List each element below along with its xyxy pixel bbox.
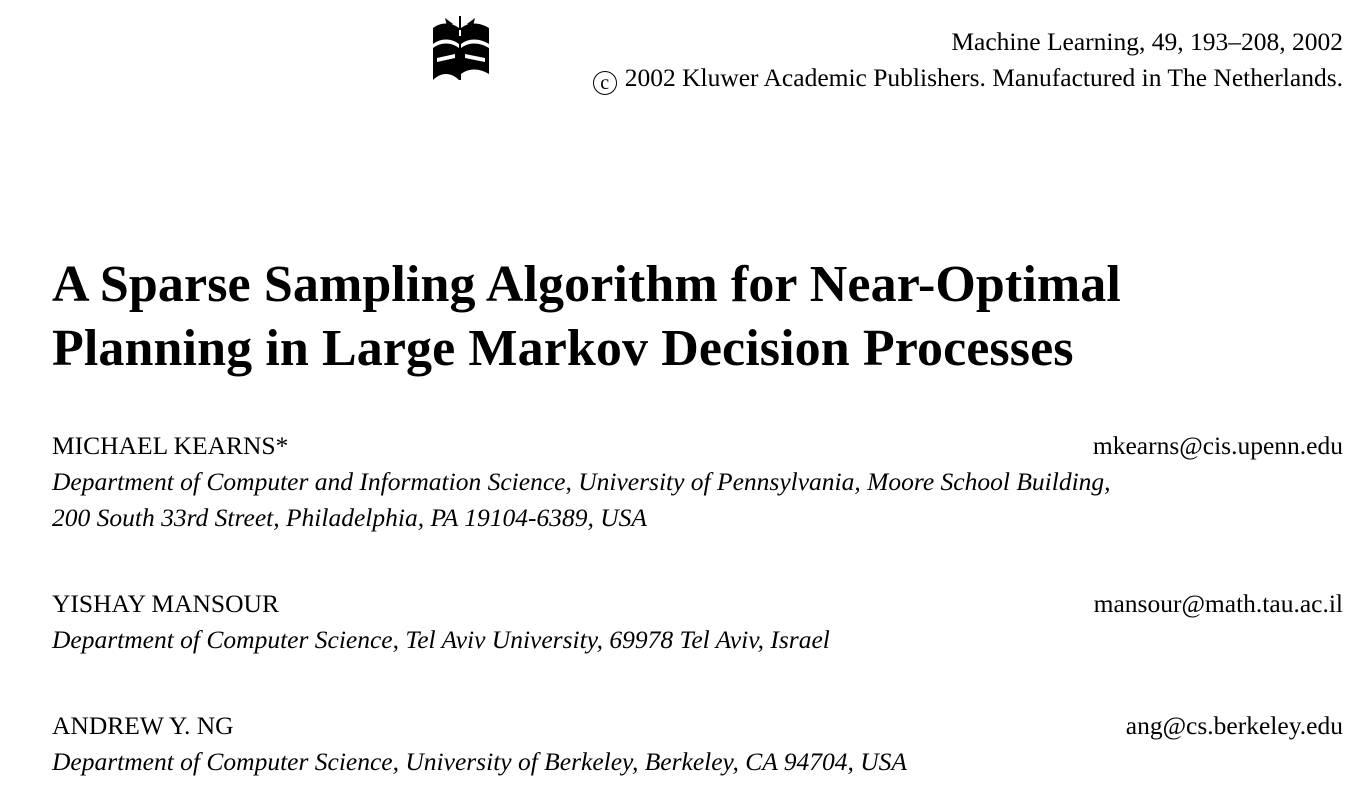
author-name: YISHAY MANSOUR	[52, 589, 279, 618]
author-email[interactable]: ang@cs.berkeley.edu	[1125, 711, 1343, 740]
kluwer-publisher-logo-icon	[433, 16, 489, 80]
author-affiliation: Department of Computer and Information S…	[52, 464, 1343, 536]
author-name: MICHAEL KEARNS*	[52, 431, 289, 460]
paper-title: A Sparse Sampling Algorithm for Near-Opt…	[52, 253, 1121, 381]
affiliation-line-1: Department of Computer Science, Universi…	[52, 747, 907, 776]
journal-header: Machine Learning, 49, 193–208, 2002 c 200…	[592, 24, 1343, 96]
author-block-mansour: YISHAY MANSOUR mansour@math.tau.ac.il De…	[52, 586, 1343, 658]
affiliation-line-2: 200 South 33rd Street, Philadelphia, PA …	[52, 503, 647, 532]
publisher-text: 2002 Kluwer Academic Publishers. Manufac…	[624, 63, 1343, 92]
paper-title-line-2: Planning in Large Markov Decision Proces…	[52, 320, 1074, 377]
author-block-ng: ANDREW Y. NG ang@cs.berkeley.edu Departm…	[52, 708, 1343, 780]
publisher-line: c 2002 Kluwer Academic Publishers. Manufa…	[592, 60, 1343, 96]
author-email[interactable]: mansour@math.tau.ac.il	[1093, 589, 1343, 618]
author-email[interactable]: mkearns@cis.upenn.edu	[1092, 431, 1343, 460]
author-block-kearns: MICHAEL KEARNS* mkearns@cis.upenn.edu De…	[52, 428, 1343, 536]
affiliation-line-1: Department of Computer and Information S…	[52, 467, 1111, 496]
affiliation-line-1: Department of Computer Science, Tel Aviv…	[52, 625, 830, 654]
author-row: MICHAEL KEARNS* mkearns@cis.upenn.edu	[52, 428, 1343, 464]
author-affiliation: Department of Computer Science, Universi…	[52, 744, 1343, 780]
author-affiliation: Department of Computer Science, Tel Aviv…	[52, 622, 1343, 658]
author-row: YISHAY MANSOUR mansour@math.tau.ac.il	[52, 586, 1343, 622]
author-row: ANDREW Y. NG ang@cs.berkeley.edu	[52, 708, 1343, 744]
paper-title-line-1: A Sparse Sampling Algorithm for Near-Opt…	[52, 256, 1121, 313]
copyright-icon: c	[592, 71, 617, 95]
author-name: ANDREW Y. NG	[52, 711, 234, 740]
journal-citation: Machine Learning, 49, 193–208, 2002	[951, 27, 1343, 56]
